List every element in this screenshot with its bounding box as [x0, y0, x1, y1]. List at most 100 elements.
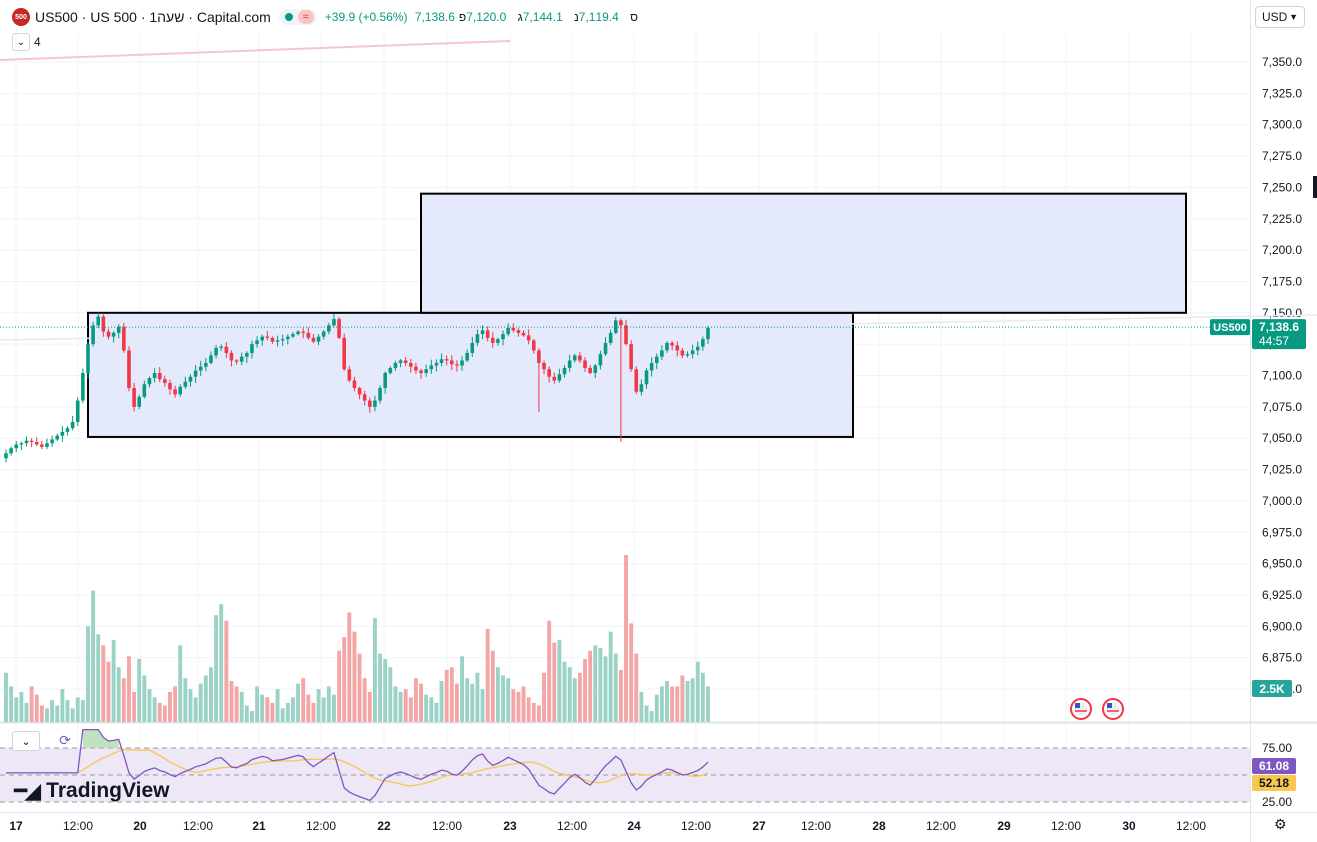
volume-bar [306, 694, 311, 722]
x-axis-tick-label: 24 [627, 819, 641, 833]
volume-bar [65, 700, 70, 722]
candle [685, 351, 690, 358]
volume-bar [91, 590, 96, 722]
volume-bar [39, 705, 44, 722]
candle [193, 364, 198, 383]
rsi-line [6, 728, 709, 802]
candle [537, 348, 541, 412]
candle-body [470, 342, 475, 353]
candle-body [368, 400, 372, 407]
volume-bar [485, 628, 490, 722]
candle [531, 338, 536, 354]
candle-body [219, 346, 224, 348]
candle-body [654, 356, 659, 363]
candle-body [214, 347, 218, 356]
candle [111, 331, 116, 343]
volume-bar [198, 683, 203, 722]
candle-body [521, 332, 526, 336]
candle [219, 344, 224, 352]
candle-body [4, 453, 8, 459]
drawn-rectangle-2 [420, 192, 1187, 314]
candle-body [75, 400, 80, 422]
candle-body [332, 319, 336, 326]
candle [168, 379, 172, 395]
chevron-down-icon: ▼ [1289, 12, 1298, 22]
candle [270, 336, 275, 344]
volume-bar [557, 639, 562, 722]
candle-body [501, 334, 505, 340]
gear-icon[interactable]: ⚙ [1274, 816, 1287, 832]
candle [116, 324, 121, 339]
candle-body [157, 372, 162, 380]
volume-bar [649, 711, 654, 722]
candle [378, 385, 382, 404]
candle [675, 341, 680, 357]
rsi-collapse-button[interactable]: ⌄ [12, 731, 40, 751]
candle [106, 328, 111, 340]
candle-body [250, 344, 254, 353]
volume-bar [449, 667, 454, 722]
y-axis-tick-label: 7,075.0 [1262, 400, 1302, 414]
candle [86, 342, 90, 380]
candle-body [624, 325, 628, 345]
candle-body [511, 327, 516, 331]
chevron-down-icon[interactable]: ⌄ [12, 33, 30, 51]
x-axis-tick-label: 12:00 [801, 819, 831, 833]
volume-bar [321, 697, 326, 722]
candle-body [316, 336, 321, 342]
symbol-logo[interactable]: 500 [12, 8, 30, 26]
volume-bar [106, 661, 111, 722]
candle-body [670, 342, 674, 346]
y-axis-tick-label: 7,175.0 [1262, 274, 1302, 288]
volume-bar [157, 702, 162, 722]
candle [301, 327, 305, 339]
candle-body [450, 360, 454, 365]
volume-bar [4, 672, 8, 722]
volume-bar [506, 678, 511, 722]
candle [157, 366, 162, 383]
rsi-value-tag: 61.08 [1259, 759, 1289, 773]
currency-select[interactable]: USD ▼ [1255, 6, 1305, 28]
volume-bar [700, 672, 705, 722]
y-axis-tick-label: 6,875.0 [1262, 651, 1302, 665]
candle [327, 322, 331, 335]
candle-body [373, 400, 377, 407]
candle-body [516, 330, 521, 333]
candle-body [485, 330, 490, 338]
volume-bar [219, 604, 224, 722]
candle [388, 366, 393, 375]
symbol-title[interactable]: US500 · US 500 · 1שעה · Capital.com [35, 9, 271, 25]
candle [547, 366, 551, 383]
candle-body [598, 354, 603, 366]
volume-bar [413, 678, 418, 722]
volume-bar [152, 697, 157, 722]
candle-body [562, 367, 567, 375]
volume-bar [388, 667, 393, 722]
market-open-dot-icon [284, 13, 293, 21]
candle-body [649, 362, 654, 371]
candle [291, 332, 295, 339]
volume-tag-bg [1252, 680, 1292, 697]
candle [260, 334, 264, 346]
candle [337, 316, 341, 340]
volume-bar [398, 691, 403, 722]
candle [362, 390, 367, 406]
candle [19, 441, 24, 451]
volume-bar [86, 626, 90, 722]
candle [429, 359, 434, 374]
price-change: +39.9 (+0.56%) [324, 10, 408, 24]
candle [229, 350, 234, 367]
candle-body [239, 356, 244, 362]
indicators-toggle[interactable]: ⌄ 4 [12, 33, 41, 51]
x-axis-tick-label: 12:00 [306, 819, 336, 833]
candle [198, 360, 203, 377]
candle-body [414, 366, 418, 371]
refresh-icon[interactable]: ⟳ [59, 731, 71, 748]
candle [398, 359, 403, 368]
volume-bar [644, 705, 649, 722]
tradingview-wordmark: TradingView [46, 779, 170, 802]
candle-body [537, 350, 541, 363]
market-status-pill[interactable]: ≈ [278, 9, 317, 25]
volume-bar [234, 686, 239, 722]
